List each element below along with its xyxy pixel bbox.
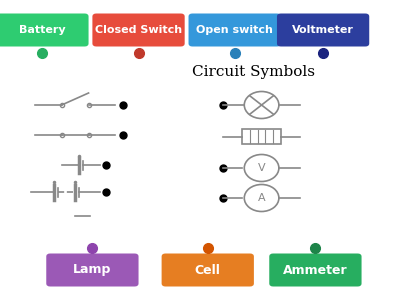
FancyBboxPatch shape xyxy=(92,14,185,46)
FancyBboxPatch shape xyxy=(162,254,254,286)
Text: Open switch: Open switch xyxy=(196,25,273,35)
Text: Voltmeter: Voltmeter xyxy=(292,25,354,35)
Text: A: A xyxy=(258,193,265,203)
Text: Closed Switch: Closed Switch xyxy=(95,25,182,35)
FancyBboxPatch shape xyxy=(46,254,138,286)
FancyBboxPatch shape xyxy=(277,14,369,46)
Text: Lamp: Lamp xyxy=(73,263,112,277)
Text: Battery: Battery xyxy=(19,25,66,35)
FancyBboxPatch shape xyxy=(0,14,88,46)
FancyBboxPatch shape xyxy=(188,14,281,46)
FancyBboxPatch shape xyxy=(269,254,362,286)
Text: Circuit Symbols: Circuit Symbols xyxy=(192,65,315,79)
Text: Ammeter: Ammeter xyxy=(283,263,348,277)
Text: Cell: Cell xyxy=(195,263,221,277)
Text: V: V xyxy=(258,163,265,173)
